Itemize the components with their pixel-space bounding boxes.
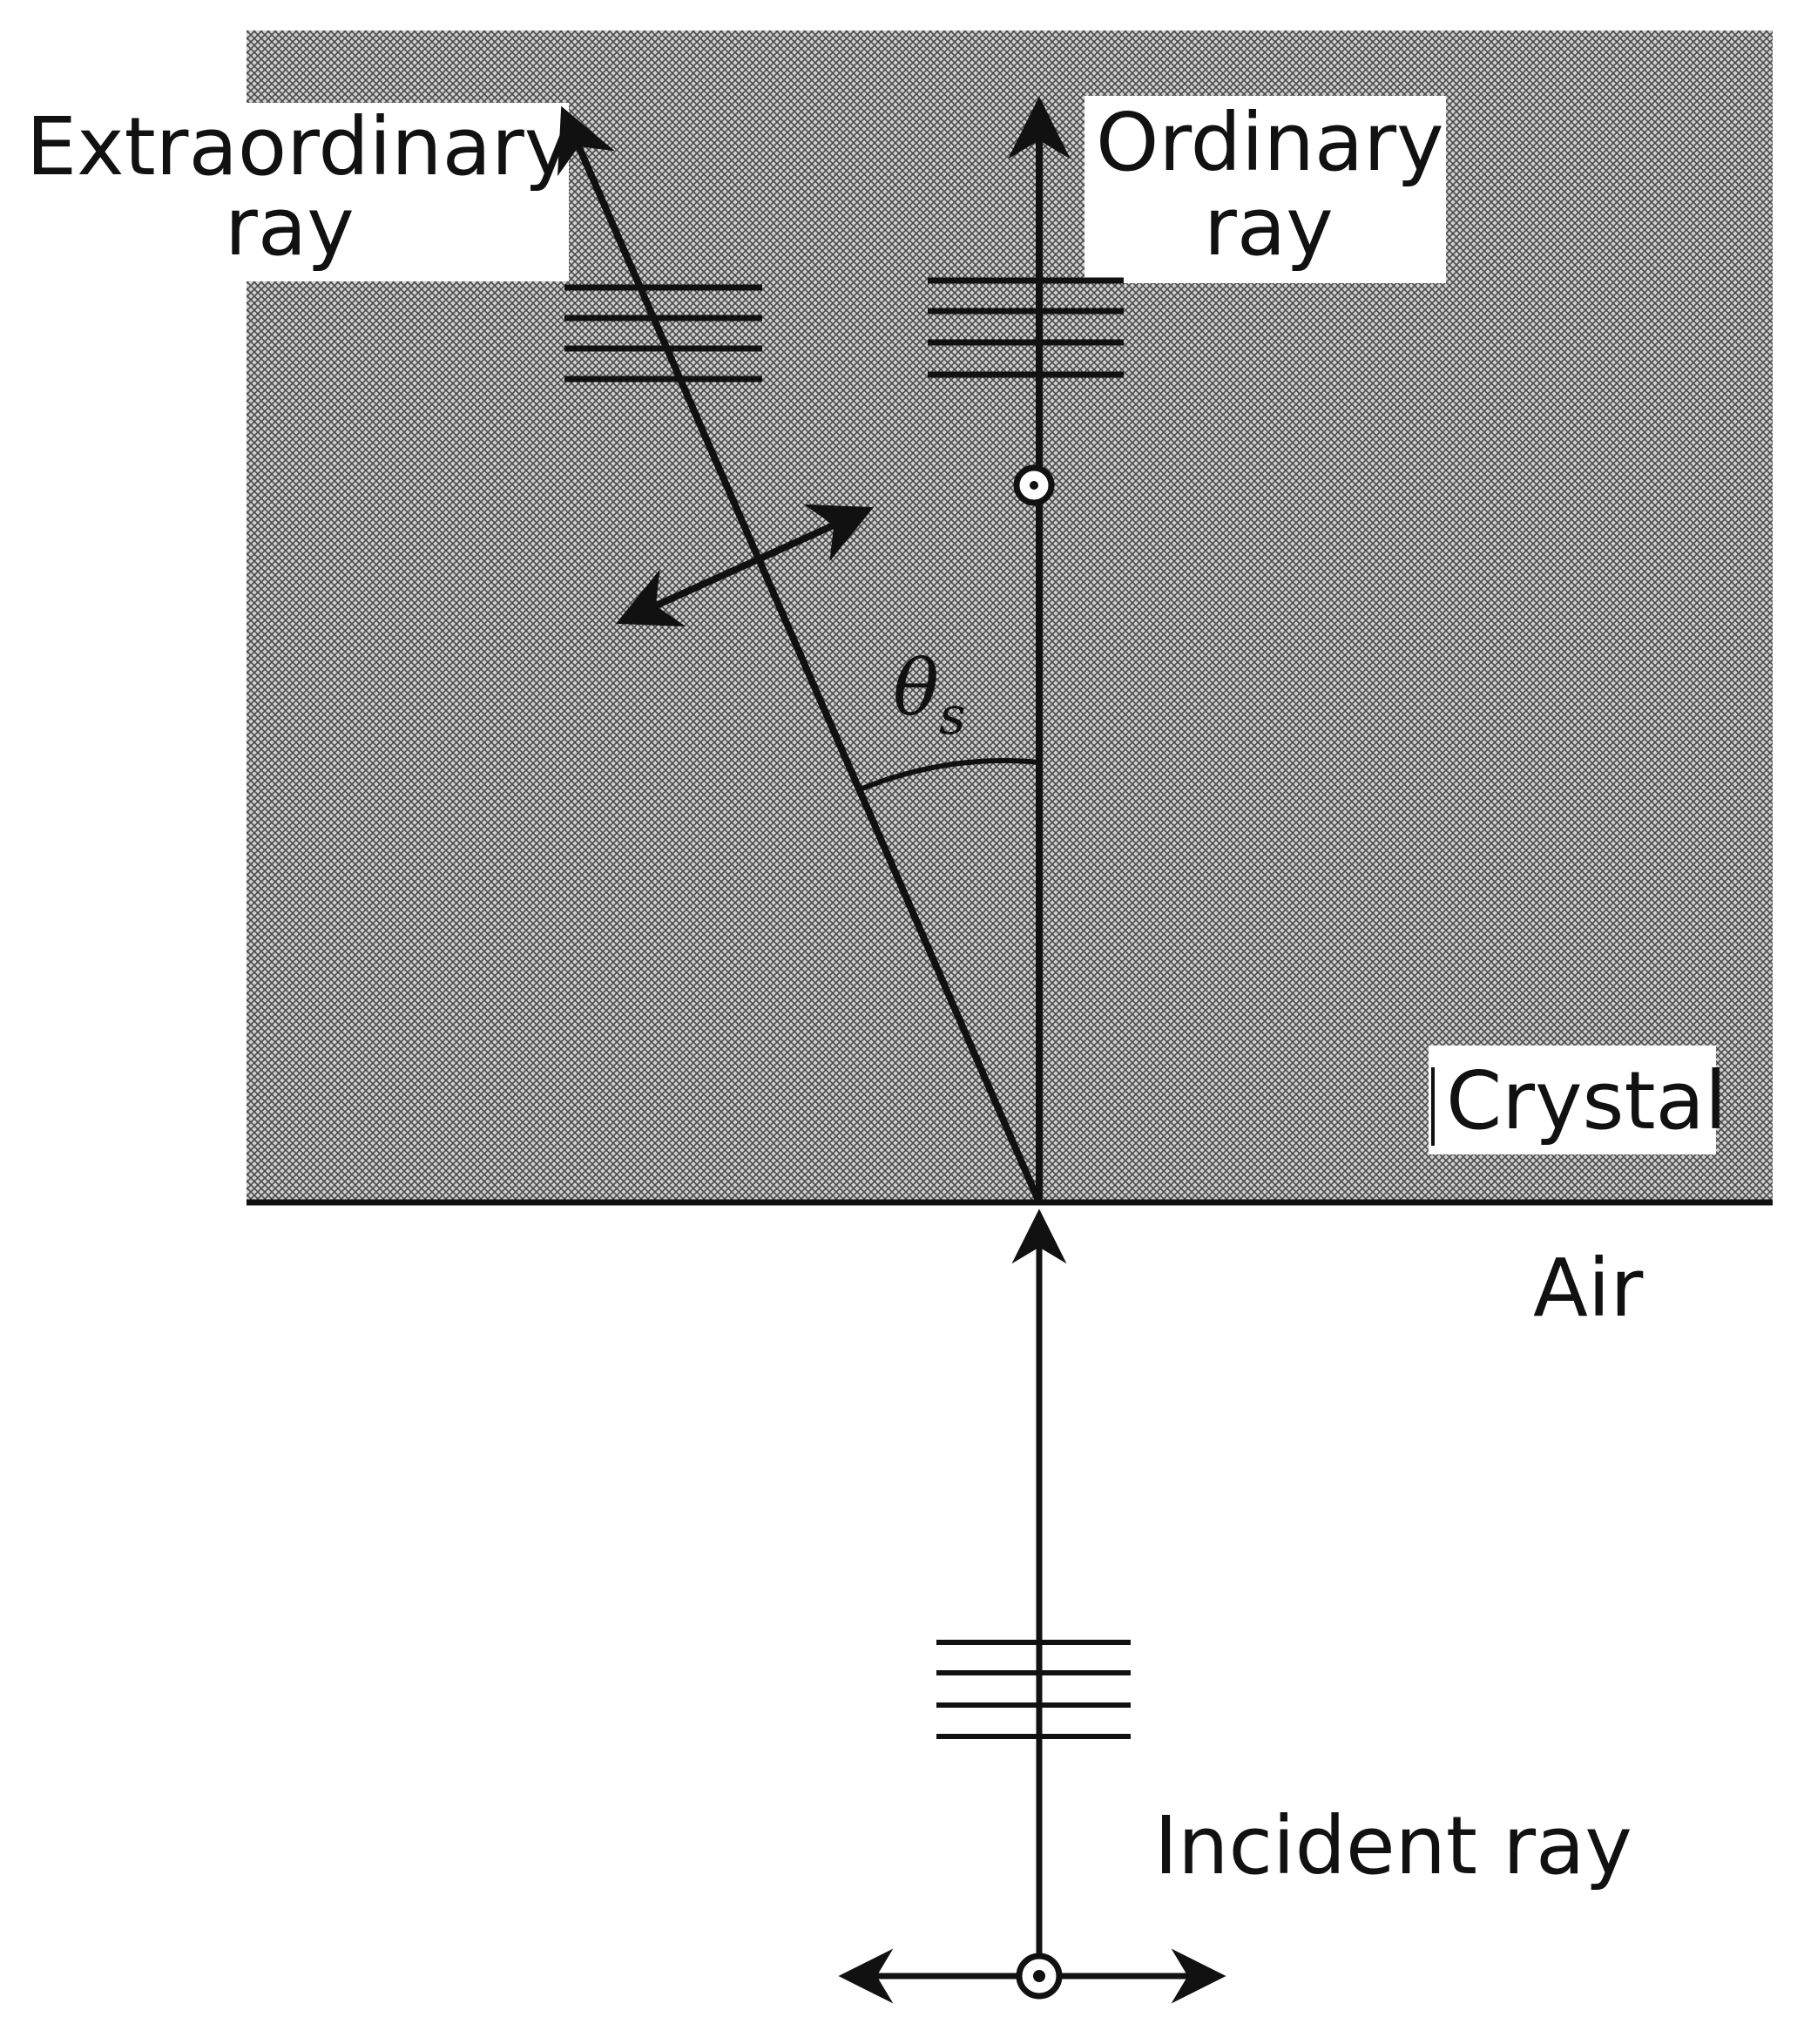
- incident-ray-label: Incident ray: [1154, 1799, 1632, 1892]
- extraordinary-label-bg: [247, 103, 569, 281]
- extraordinary-wavefronts: [564, 284, 762, 382]
- angle-arc: [861, 758, 1040, 791]
- angle-symbol: θ: [893, 643, 939, 733]
- ordinary-label-line2: ray: [1204, 180, 1334, 274]
- ordinary-wavefronts: [928, 277, 1124, 378]
- extraordinary-label-line1: Extraordinary: [26, 100, 571, 193]
- ordinary-polarization-dot-icon: [1013, 464, 1055, 506]
- ordinary-label-line1: Ordinary: [1096, 96, 1444, 189]
- angle-subscript: s: [939, 686, 966, 747]
- incident-wavefronts: [936, 1640, 1131, 1739]
- extraordinary-ray: [557, 105, 1043, 1204]
- ordinary-label-bg: [1084, 96, 1446, 283]
- crystal-label-bg: [1429, 1046, 1716, 1154]
- extraordinary-label-line2: ray: [225, 180, 355, 274]
- air-label: Air: [1533, 1242, 1643, 1335]
- extraordinary-polarization-arrow-icon: [615, 504, 875, 627]
- crystal-label: Crystal: [1446, 1054, 1726, 1147]
- incident-polarization-dot-icon: [1016, 1953, 1063, 2000]
- angle-label: θs: [893, 643, 966, 747]
